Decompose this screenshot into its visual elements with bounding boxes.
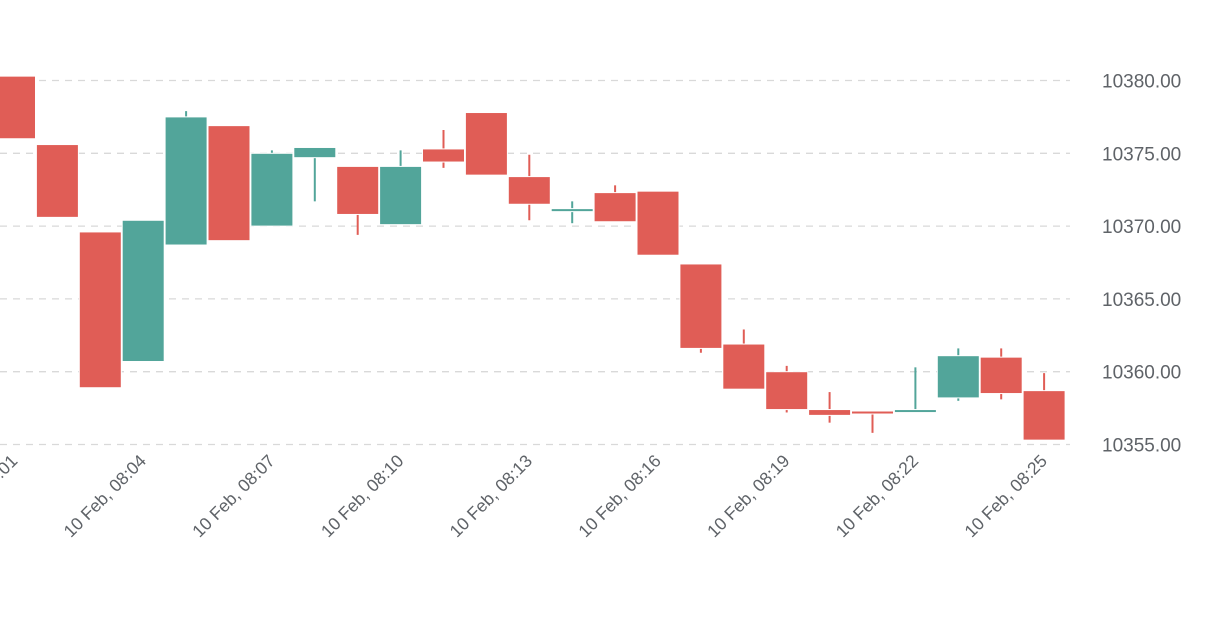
candle-08:25: [1022, 373, 1066, 441]
candle-body: [78, 231, 122, 389]
candle-body: [593, 192, 637, 223]
candle-08:13: [507, 154, 551, 221]
y-tick-label: 10365.00: [1102, 290, 1181, 311]
candle-body: [979, 356, 1023, 395]
candle-body: [35, 144, 79, 218]
candle-body: [722, 343, 766, 390]
candles: [0, 75, 1066, 441]
candle-body: [679, 263, 723, 349]
y-tick-label: 10380.00: [1102, 72, 1181, 93]
grid-lines: [0, 79, 1070, 446]
candle-body: [207, 125, 251, 242]
y-axis: 10380.00 10375.00 10370.00 10365.00 10360.00…: [1102, 72, 1181, 457]
candle-08:07: [250, 150, 294, 227]
candle-body: [636, 190, 680, 256]
candle-body: [936, 355, 980, 399]
candle-body: [765, 371, 809, 411]
candle-08:17: [679, 263, 723, 353]
candle-body: [851, 410, 894, 415]
x-tick-label: 10 Feb, 08:19: [703, 451, 794, 542]
candle-08:22: [893, 367, 937, 414]
y-tick-label: 10355.00: [1102, 436, 1181, 457]
candle-08:19: [765, 365, 809, 413]
y-tick-label: 10360.00: [1102, 363, 1181, 384]
y-tick-label: 10370.00: [1102, 217, 1181, 238]
x-tick-label: 10 Feb, 08:04: [60, 450, 151, 541]
candle-08:05: [164, 111, 208, 246]
candle-body: [422, 148, 465, 163]
candle-08:10: [379, 150, 423, 226]
candle-body: [379, 165, 423, 226]
candle-08:16: [636, 190, 680, 256]
candle-body: [293, 146, 337, 159]
x-tick-label: 10 Feb, 08:22: [832, 451, 923, 542]
x-tick-label: 10 Feb, 08:10: [317, 450, 408, 541]
candle-body: [1022, 390, 1066, 441]
candle-08:01: [0, 75, 36, 140]
candle-08:02: [35, 144, 79, 218]
candle-08:15: [593, 185, 637, 223]
candle-body: [164, 116, 208, 246]
candle-08:24: [979, 348, 1023, 400]
candle-body: [507, 176, 551, 205]
candle-body: [0, 75, 36, 140]
candle-body: [893, 409, 937, 414]
candle-08:18: [722, 329, 766, 390]
x-tick-label: 10 Feb, 08:13: [446, 451, 537, 542]
candle-08:06: [207, 125, 251, 242]
y-tick-label: 10375.00: [1102, 144, 1181, 165]
candle-08:23: [936, 348, 980, 401]
x-tick-label: 10 Feb, 08:01: [0, 451, 21, 542]
candle-08:11: [422, 130, 465, 168]
x-tick-label: 10 Feb, 08:16: [574, 451, 665, 542]
candle-08:20: [808, 392, 852, 423]
x-tick-label: 10 Feb, 08:07: [188, 451, 279, 542]
candle-08:08: [293, 146, 337, 202]
candle-body: [250, 152, 294, 227]
candle-body: [336, 165, 380, 215]
candle-body: [121, 219, 165, 363]
candle-body: [464, 112, 508, 176]
x-tick-label: 10 Feb, 08:25: [960, 451, 1051, 542]
candle-body: [808, 409, 852, 416]
candle-08:14: [550, 201, 594, 224]
candle-body: [550, 208, 594, 213]
candle-08:03: [78, 231, 122, 389]
candle-08:04: [121, 219, 165, 363]
x-axis: 10 Feb, 08:01 10 Feb, 08:04 10 Feb, 08:07 1…: [0, 450, 1051, 541]
candle-08:12: [464, 112, 508, 176]
candle-08:21: [851, 410, 894, 433]
candle-08:09: [336, 165, 380, 235]
